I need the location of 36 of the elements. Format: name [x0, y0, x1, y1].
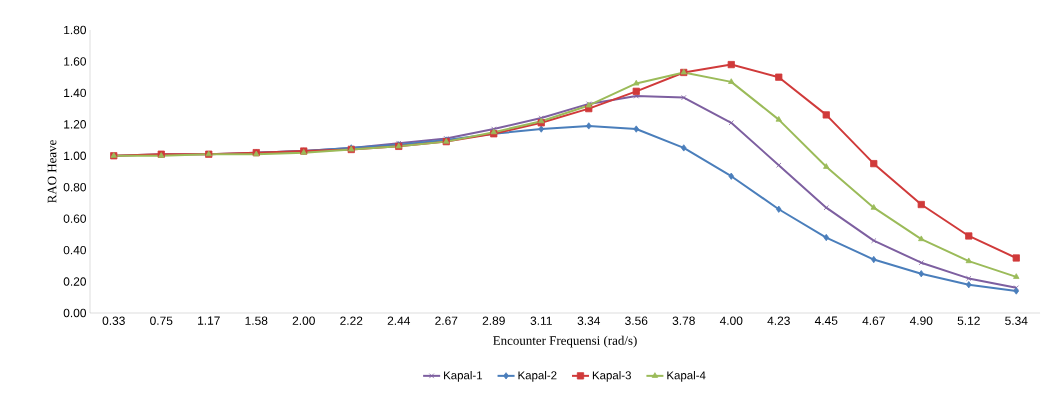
- x-tick-label: 2.22: [340, 316, 363, 325]
- y-tick-label: 1.20: [64, 120, 87, 129]
- x-tick-label: 5.12: [957, 316, 980, 325]
- x-tick-label: 4.23: [767, 316, 790, 325]
- x-tick-label: 5.34: [1005, 316, 1028, 325]
- x-tick-label: 4.67: [862, 316, 885, 325]
- x-tick-label: 1.58: [245, 316, 268, 325]
- legend-label: Kapal-2: [518, 370, 557, 382]
- legend-label: Kapal-1: [444, 370, 483, 382]
- x-tick-label: 2.44: [387, 316, 411, 325]
- y-tick-label: 0.20: [63, 277, 87, 286]
- y-tick-label: 0.40: [63, 245, 87, 255]
- y-tick-label: 1.40: [64, 88, 87, 98]
- legend-label: Kapal-4: [667, 370, 706, 382]
- y-tick-label: 0.60: [63, 214, 87, 223]
- y-tick-label: 1.60: [64, 57, 87, 66]
- x-tick-label: 1.17: [198, 316, 220, 325]
- x-axis-title: Encounter Frequensi (rad/s): [493, 335, 637, 348]
- y-tick-label: 1.00: [64, 151, 87, 160]
- x-tick-label: 2.89: [482, 316, 505, 325]
- x-tick-label: 2.67: [435, 316, 458, 325]
- x-tick-label: 3.56: [625, 316, 648, 325]
- y-axis-title: RAO Heave: [47, 140, 57, 203]
- x-tick-label: 0.75: [150, 316, 173, 325]
- x-tick-label: 3.11: [530, 316, 552, 325]
- x-tick-label: 3.34: [577, 316, 601, 325]
- legend-label: Kapal-3: [592, 370, 631, 382]
- y-tick-label: 0.00: [63, 308, 87, 318]
- y-tick-label: 0.80: [63, 182, 87, 192]
- y-tick-label: 1.80: [64, 25, 87, 35]
- x-tick-label: 0.33: [102, 316, 125, 325]
- x-tick-label: 3.78: [672, 316, 695, 325]
- x-tick-label: 4.90: [909, 316, 933, 325]
- x-tick-label: 4.45: [814, 316, 838, 325]
- x-tick-label: 4.00: [719, 316, 743, 325]
- x-tick-label: 2.00: [292, 316, 315, 325]
